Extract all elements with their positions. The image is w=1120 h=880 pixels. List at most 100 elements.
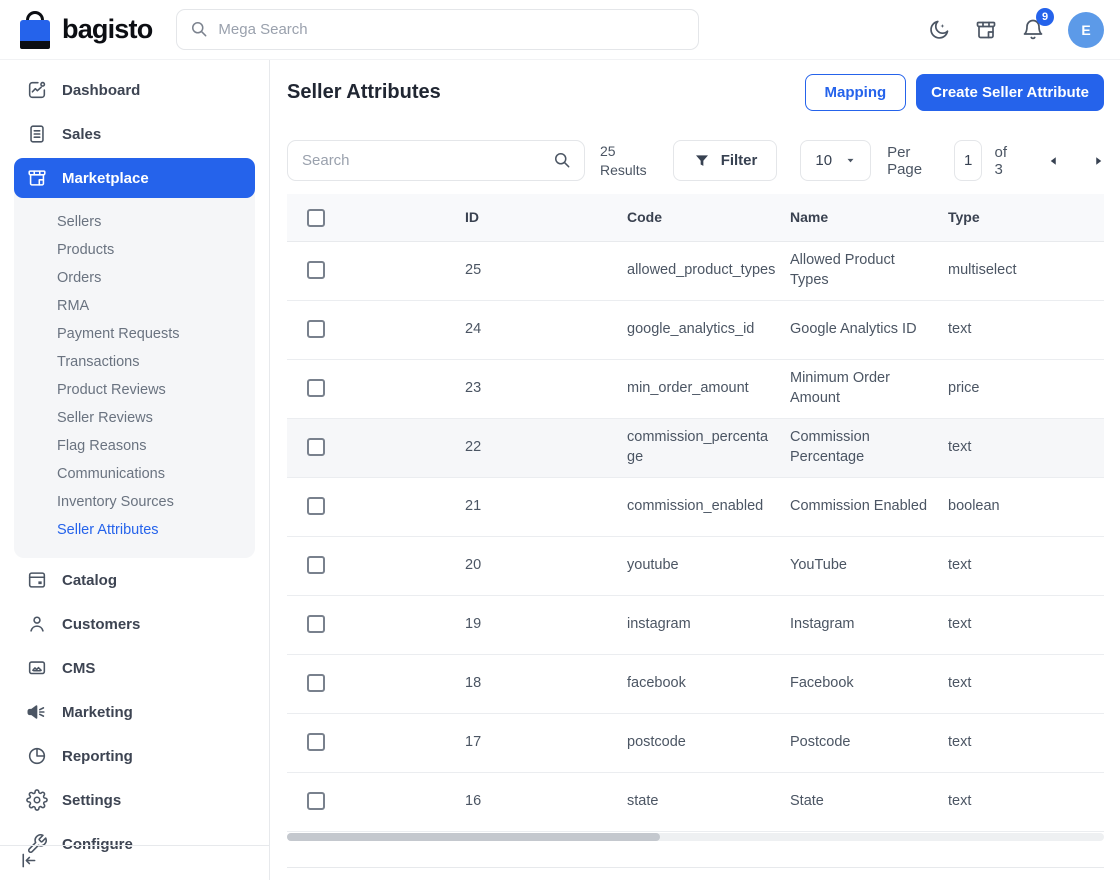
cell-type: text	[948, 616, 972, 633]
sidebar-subitem-transactions[interactable]: Transactions	[57, 354, 140, 370]
cell-code: commission_enabled	[627, 498, 764, 515]
grid-search-input[interactable]	[287, 140, 585, 181]
filter-button[interactable]: Filter	[672, 140, 778, 181]
table-row: 18 facebook Facebook text	[287, 655, 1104, 714]
bagisto-logo[interactable]: bagisto	[18, 9, 153, 51]
row-select-checkbox[interactable]	[307, 261, 325, 280]
select-all-cell	[287, 208, 465, 228]
cell-name: Commission Percentage	[790, 429, 870, 465]
cell-code: youtube	[627, 557, 679, 574]
sidebar: Dashboard Sales Marketplace Sellers Products…	[0, 60, 270, 880]
cell-name: Instagram	[790, 616, 855, 633]
create-seller-attribute-button[interactable]: Create Seller Attribute	[916, 74, 1104, 111]
row-checkbox-cell	[287, 674, 465, 694]
row-checkbox-cell	[287, 733, 465, 753]
sidebar-item-sales[interactable]: Sales	[14, 112, 255, 156]
horizontal-scrollbar-thumb[interactable]	[287, 833, 660, 841]
marketplace-icon	[26, 167, 48, 189]
row-checkbox-cell	[287, 379, 465, 399]
notifications-icon[interactable]: 9	[1021, 7, 1054, 42]
row-checkbox-cell	[287, 320, 465, 340]
cell-name: YouTube	[790, 557, 847, 574]
previous-page-button[interactable]	[1048, 155, 1060, 167]
sales-icon	[26, 123, 48, 145]
header-code: Code	[627, 209, 662, 226]
sidebar-item-dashboard[interactable]: Dashboard	[14, 68, 255, 112]
cell-type: multiselect	[948, 262, 1017, 279]
datagrid-toolbar: 25 Results Filter 10 Per Page 1 of 3	[287, 140, 1104, 181]
cell-name: Google Analytics ID	[790, 321, 917, 338]
sidebar-subitem-orders[interactable]: Orders	[57, 270, 102, 286]
horizontal-scrollbar-track[interactable]	[287, 833, 1104, 841]
cell-id: 21	[465, 498, 482, 515]
cell-name: Postcode	[790, 734, 851, 751]
sidebar-item-settings[interactable]: Settings	[14, 778, 255, 822]
sidebar-subitem-product-reviews[interactable]: Product Reviews	[57, 382, 166, 398]
page-number-input[interactable]: 1	[953, 140, 983, 181]
row-checkbox-cell	[287, 438, 465, 458]
cell-id: 18	[465, 675, 482, 692]
sidebar-item-reporting[interactable]: Reporting	[14, 734, 255, 778]
row-select-checkbox[interactable]	[307, 497, 325, 516]
cell-id: 19	[465, 616, 482, 633]
logo-bag-icon	[18, 9, 52, 51]
header-id: ID	[465, 209, 479, 226]
prev-page-icon	[1050, 156, 1056, 165]
row-select-checkbox[interactable]	[307, 320, 325, 339]
cell-type: text	[948, 793, 972, 810]
search-icon	[189, 19, 209, 39]
sidebar-subitem-seller-reviews[interactable]: Seller Reviews	[57, 410, 153, 426]
cell-code: state	[627, 793, 659, 810]
sidebar-subitem-seller-attributes[interactable]: Seller Attributes	[57, 522, 159, 538]
results-count: 25 Results	[600, 143, 647, 178]
sidebar-subitem-payment-requests[interactable]: Payment Requests	[57, 326, 180, 342]
collapse-sidebar-icon[interactable]	[18, 850, 39, 876]
mapping-button[interactable]: Mapping	[804, 74, 907, 111]
sidebar-item-customers[interactable]: Customers	[14, 602, 255, 646]
cell-id: 20	[465, 557, 482, 574]
sidebar-subitem-sellers[interactable]: Sellers	[57, 214, 102, 230]
sidebar-subitem-products[interactable]: Products	[57, 242, 115, 258]
page-title: Seller Attributes	[287, 81, 441, 103]
main-content: Seller Attributes Mapping Create Seller …	[270, 60, 1120, 880]
cell-code: postcode	[627, 734, 686, 751]
per-page-label: Per Page	[887, 143, 923, 178]
select-all-checkbox[interactable]	[307, 209, 325, 228]
sidebar-item-cms[interactable]: CMS	[14, 646, 255, 690]
cell-id: 16	[465, 793, 482, 810]
marketing-icon	[26, 701, 48, 723]
cell-name: State	[790, 793, 824, 810]
caret-down-icon	[847, 158, 854, 163]
next-page-button[interactable]	[1092, 155, 1104, 167]
header-type: Type	[948, 209, 980, 226]
row-select-checkbox[interactable]	[307, 615, 325, 634]
row-checkbox-cell	[287, 556, 465, 576]
row-select-checkbox[interactable]	[307, 674, 325, 693]
row-select-checkbox[interactable]	[307, 792, 325, 811]
cell-name: Minimum Order Amount	[790, 370, 890, 406]
sidebar-item-catalog[interactable]: Catalog	[14, 558, 255, 602]
sidebar-item-marketplace[interactable]: Marketplace	[14, 158, 255, 198]
sidebar-subitem-rma[interactable]: RMA	[57, 298, 90, 314]
sidebar-group-marketplace: Marketplace Sellers Products Orders RMA Payme…	[14, 158, 255, 558]
row-select-checkbox[interactable]	[307, 438, 325, 457]
sidebar-subitem-communications[interactable]: Communications	[57, 466, 165, 482]
avatar[interactable]: E	[1068, 11, 1104, 48]
per-page-select[interactable]: 10	[800, 140, 872, 181]
row-select-checkbox[interactable]	[307, 556, 325, 575]
footer-divider	[287, 867, 1104, 868]
sidebar-subitem-inventory-sources[interactable]: Inventory Sources	[57, 494, 174, 510]
search-icon[interactable]	[552, 150, 572, 170]
sidebar-item-marketing[interactable]: Marketing	[14, 690, 255, 734]
sidebar-subitem-flag-reasons[interactable]: Flag Reasons	[57, 438, 147, 454]
storefront-icon[interactable]	[974, 18, 998, 42]
seller-attributes-table: ID Code Name Type 25 allowed_product_typ…	[287, 194, 1104, 841]
cell-type: text	[948, 321, 972, 338]
catalog-icon	[26, 569, 48, 591]
row-select-checkbox[interactable]	[307, 379, 325, 398]
dark-mode-icon[interactable]	[927, 18, 951, 42]
mega-search-input[interactable]	[176, 9, 700, 50]
cell-id: 22	[465, 439, 482, 456]
row-select-checkbox[interactable]	[307, 733, 325, 752]
row-checkbox-cell	[287, 615, 465, 635]
